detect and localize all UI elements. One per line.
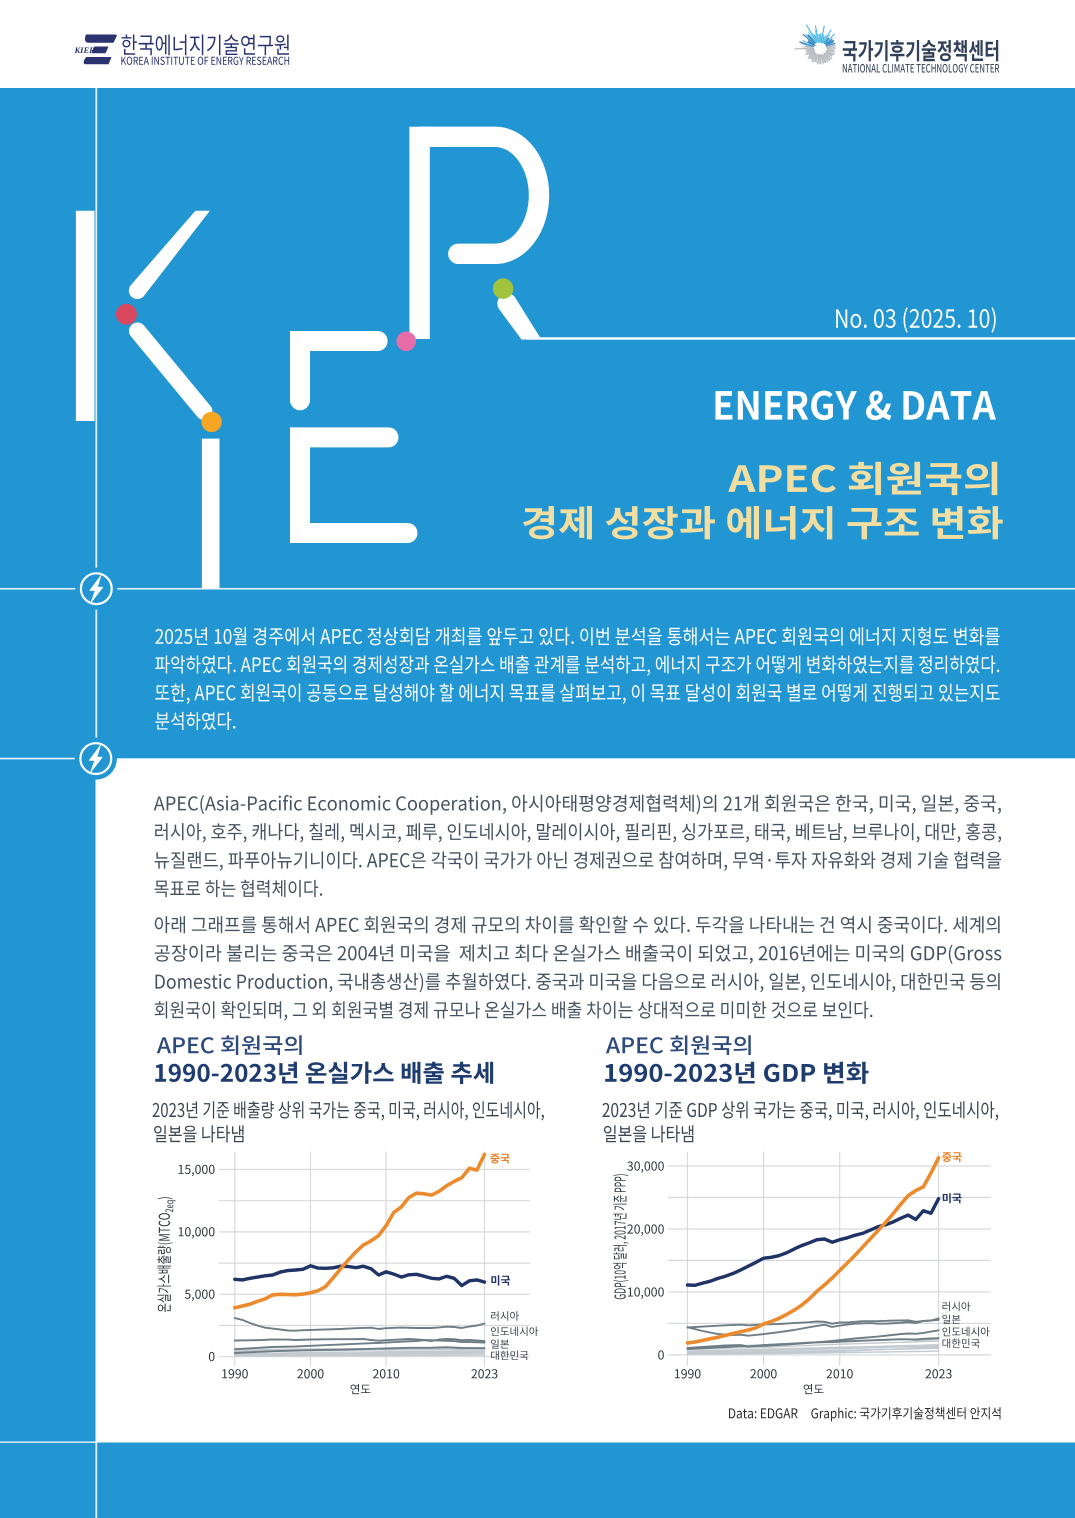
svg-text:KIER: KIER bbox=[74, 45, 96, 55]
